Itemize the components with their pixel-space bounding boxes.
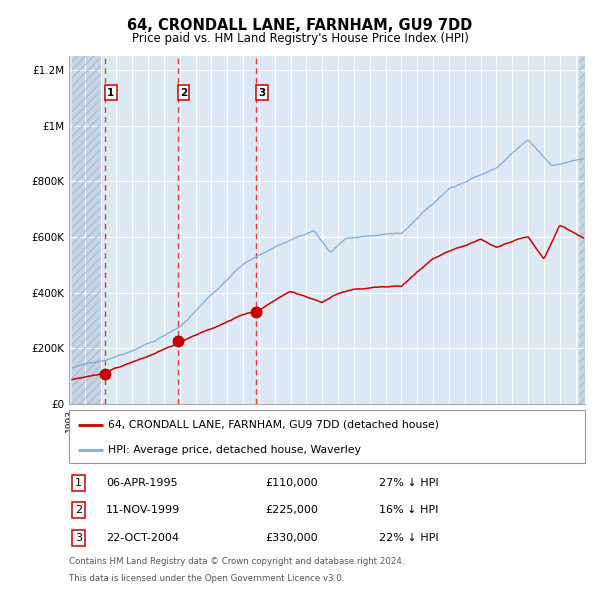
Bar bbox=[72, 56, 101, 404]
Text: 2: 2 bbox=[180, 87, 187, 97]
Text: 64, CRONDALL LANE, FARNHAM, GU9 7DD: 64, CRONDALL LANE, FARNHAM, GU9 7DD bbox=[127, 18, 473, 32]
Text: 16% ↓ HPI: 16% ↓ HPI bbox=[379, 506, 438, 515]
Text: Contains HM Land Registry data © Crown copyright and database right 2024.: Contains HM Land Registry data © Crown c… bbox=[69, 558, 404, 566]
Text: £330,000: £330,000 bbox=[265, 533, 318, 543]
Bar bbox=[72, 56, 101, 404]
Text: 27% ↓ HPI: 27% ↓ HPI bbox=[379, 478, 438, 488]
Text: 06-APR-1995: 06-APR-1995 bbox=[106, 478, 178, 488]
Text: HPI: Average price, detached house, Waverley: HPI: Average price, detached house, Wave… bbox=[108, 445, 361, 455]
Text: 1: 1 bbox=[107, 87, 115, 97]
Text: 3: 3 bbox=[75, 533, 82, 543]
Text: 3: 3 bbox=[259, 87, 266, 97]
Text: £110,000: £110,000 bbox=[265, 478, 318, 488]
FancyBboxPatch shape bbox=[69, 410, 585, 463]
Text: This data is licensed under the Open Government Licence v3.0.: This data is licensed under the Open Gov… bbox=[69, 574, 344, 583]
Text: 64, CRONDALL LANE, FARNHAM, GU9 7DD (detached house): 64, CRONDALL LANE, FARNHAM, GU9 7DD (det… bbox=[108, 420, 439, 430]
Text: 2: 2 bbox=[75, 506, 82, 515]
Bar bbox=[580, 56, 585, 404]
Text: 22-OCT-2004: 22-OCT-2004 bbox=[106, 533, 179, 543]
Text: 1: 1 bbox=[75, 478, 82, 488]
Bar bbox=[580, 56, 585, 404]
Text: 11-NOV-1999: 11-NOV-1999 bbox=[106, 506, 181, 515]
Text: £225,000: £225,000 bbox=[265, 506, 318, 515]
Text: 22% ↓ HPI: 22% ↓ HPI bbox=[379, 533, 438, 543]
Text: Price paid vs. HM Land Registry's House Price Index (HPI): Price paid vs. HM Land Registry's House … bbox=[131, 32, 469, 45]
